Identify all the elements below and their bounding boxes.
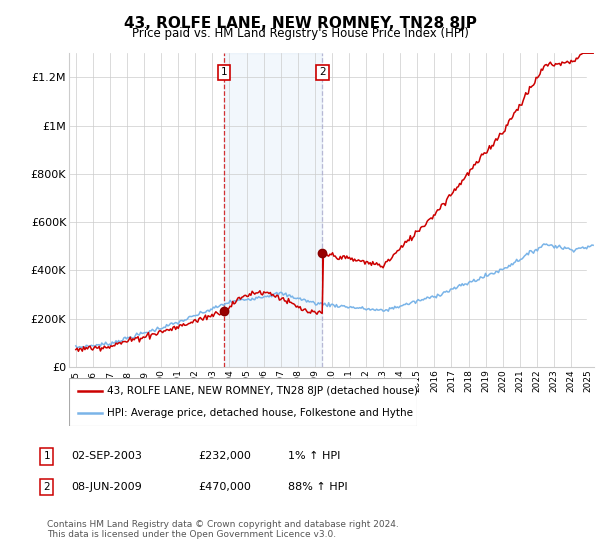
Bar [587, 53, 594, 367]
Text: 2: 2 [319, 68, 326, 77]
FancyBboxPatch shape [69, 378, 417, 426]
Text: 88% ↑ HPI: 88% ↑ HPI [288, 482, 347, 492]
Text: £470,000: £470,000 [198, 482, 251, 492]
Text: 43, ROLFE LANE, NEW ROMNEY, TN28 8JP: 43, ROLFE LANE, NEW ROMNEY, TN28 8JP [124, 16, 476, 31]
Text: 02-SEP-2003: 02-SEP-2003 [71, 451, 142, 461]
Text: £232,000: £232,000 [198, 451, 251, 461]
Text: 08-JUN-2009: 08-JUN-2009 [71, 482, 142, 492]
Text: Contains HM Land Registry data © Crown copyright and database right 2024.
This d: Contains HM Land Registry data © Crown c… [47, 520, 398, 539]
Text: 1% ↑ HPI: 1% ↑ HPI [288, 451, 340, 461]
Text: 2: 2 [43, 482, 50, 492]
Bar [224, 53, 322, 367]
Text: HPI: Average price, detached house, Folkestone and Hythe: HPI: Average price, detached house, Folk… [107, 408, 413, 418]
Text: Price paid vs. HM Land Registry's House Price Index (HPI): Price paid vs. HM Land Registry's House … [131, 27, 469, 40]
Text: 1: 1 [43, 451, 50, 461]
Text: 43, ROLFE LANE, NEW ROMNEY, TN28 8JP (detached house): 43, ROLFE LANE, NEW ROMNEY, TN28 8JP (de… [107, 386, 418, 396]
Bar [587, 53, 594, 367]
Text: 1: 1 [221, 68, 227, 77]
